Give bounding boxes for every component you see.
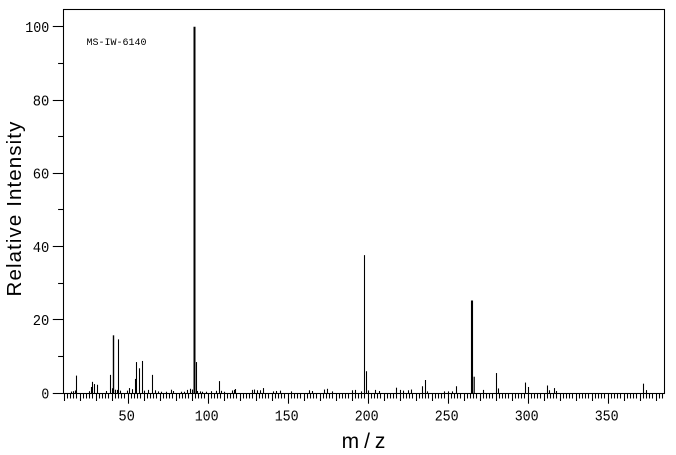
svg-text:20: 20 <box>33 313 50 330</box>
svg-text:100: 100 <box>25 20 49 37</box>
svg-text:Relative Intensity: Relative Intensity <box>3 121 26 297</box>
svg-text:50: 50 <box>118 409 135 426</box>
svg-text:200: 200 <box>355 409 379 426</box>
svg-text:m/z: m/z <box>342 430 391 453</box>
svg-text:60: 60 <box>33 167 50 184</box>
svg-text:80: 80 <box>33 93 50 110</box>
svg-text:250: 250 <box>435 409 459 426</box>
svg-text:40: 40 <box>33 240 50 257</box>
svg-text:150: 150 <box>275 409 299 426</box>
svg-text:300: 300 <box>515 409 539 426</box>
svg-text:0: 0 <box>41 386 49 403</box>
svg-text:100: 100 <box>195 409 219 426</box>
svg-text:350: 350 <box>595 409 619 426</box>
svg-text:MS-IW-6140: MS-IW-6140 <box>87 38 147 49</box>
